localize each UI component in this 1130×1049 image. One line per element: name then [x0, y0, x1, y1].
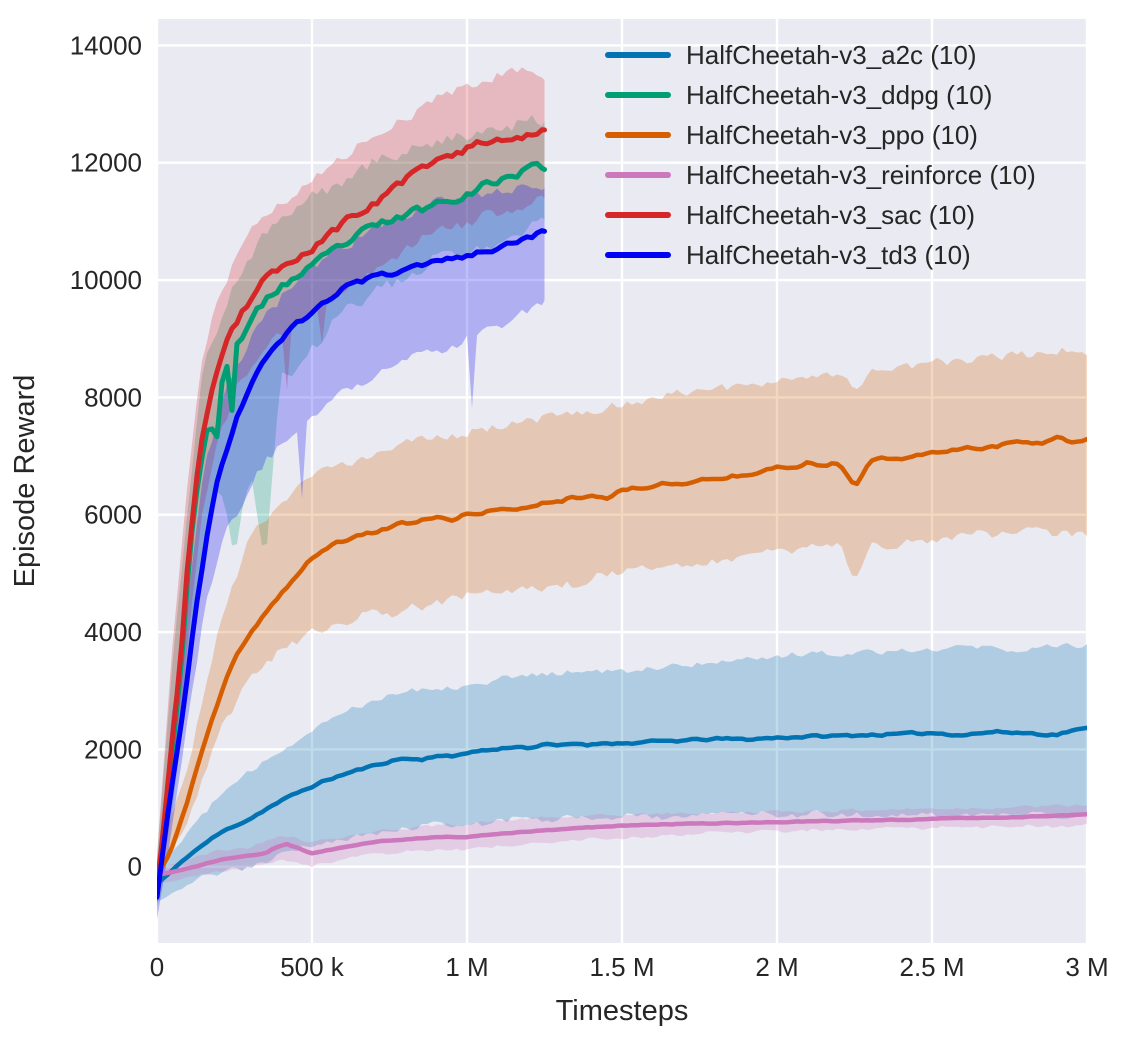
- legend-label-ppo: HalfCheetah-v3_ppo (10): [686, 120, 978, 150]
- plot-area: [157, 67, 1087, 920]
- legend-item-reinforce: HalfCheetah-v3_reinforce (10): [605, 160, 1036, 190]
- legend-item-ddpg: HalfCheetah-v3_ddpg (10): [605, 80, 992, 110]
- mean-line-td3: [157, 228, 547, 900]
- x-tick-label: 500 k: [280, 952, 345, 982]
- y-tick-label: 14000: [70, 30, 142, 60]
- mean-line-sac: [157, 127, 547, 890]
- x-tick-label: 1 M: [445, 952, 488, 982]
- mean-line-reinforce: [157, 812, 1087, 878]
- tick-labels: 0 500 k 1 M 1.5 M 2 M 2.5 M 3 M 0 2000 4000 6000 80…: [70, 30, 1109, 982]
- y-tick-label: 4000: [84, 617, 142, 647]
- legend-label-a2c: HalfCheetah-v3_a2c (10): [686, 40, 977, 70]
- y-tick-label: 10000: [70, 265, 142, 295]
- y-tick-label: 12000: [70, 148, 142, 178]
- x-tick-label: 0: [150, 952, 164, 982]
- mean-line-ppo: [157, 434, 1087, 877]
- x-tick-label: 2.5 M: [899, 952, 964, 982]
- grid: [155, 19, 1089, 943]
- x-tick-label: 1.5 M: [589, 952, 654, 982]
- legend-item-ppo: HalfCheetah-v3_ppo (10): [605, 120, 978, 150]
- band-reinforce: [157, 804, 1087, 885]
- legend-item-a2c: HalfCheetah-v3_a2c (10): [605, 40, 977, 70]
- band-sac: [157, 67, 545, 908]
- x-tick-label: 3 M: [1065, 952, 1108, 982]
- mean-line-a2c: [157, 725, 1087, 886]
- band-a2c: [157, 643, 1087, 902]
- x-axis-label: Timesteps: [556, 995, 689, 1027]
- x-tick-label: 2 M: [755, 952, 798, 982]
- legend-label-sac: HalfCheetah-v3_sac (10): [686, 200, 975, 230]
- y-tick-label: 8000: [84, 382, 142, 412]
- band-td3: [157, 184, 545, 920]
- legend-label-ddpg: HalfCheetah-v3_ddpg (10): [686, 80, 992, 110]
- mean-line-ddpg: [157, 160, 547, 887]
- legend-label-reinforce: HalfCheetah-v3_reinforce (10): [686, 160, 1036, 190]
- legend: HalfCheetah-v3_a2c (10) HalfCheetah-v3_dd…: [605, 40, 1036, 270]
- legend-item-td3: HalfCheetah-v3_td3 (10): [605, 240, 971, 270]
- y-tick-label: 2000: [84, 734, 142, 764]
- y-axis-label: Episode Reward: [9, 375, 41, 588]
- y-tick-label: 6000: [84, 500, 142, 530]
- y-tick-label: 0: [128, 852, 142, 882]
- legend-label-td3: HalfCheetah-v3_td3 (10): [686, 240, 971, 270]
- legend-item-sac: HalfCheetah-v3_sac (10): [605, 200, 975, 230]
